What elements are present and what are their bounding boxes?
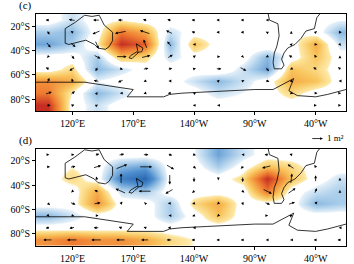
svg-text:(d): (d) [19, 134, 32, 147]
svg-text:60°S: 60°S [10, 69, 30, 80]
svg-text:40°W: 40°W [304, 118, 328, 129]
svg-text:(c): (c) [19, 0, 32, 12]
svg-text:120°E: 120°E [60, 253, 85, 264]
svg-text:40°S: 40°S [10, 45, 30, 56]
svg-text:20°S: 20°S [10, 155, 30, 166]
svg-text:60°S: 60°S [10, 204, 30, 215]
svg-text:40°S: 40°S [10, 180, 30, 191]
svg-text:40°W: 40°W [304, 253, 328, 264]
svg-text:80°S: 80°S [10, 94, 30, 105]
svg-text:170°E: 170°E [121, 118, 146, 129]
svg-text:140°W: 140°W [180, 253, 209, 264]
svg-text:1 m²: 1 m² [327, 133, 344, 143]
svg-text:80°S: 80°S [10, 228, 30, 239]
svg-text:90°W: 90°W [243, 118, 267, 129]
svg-text:120°E: 120°E [60, 118, 85, 129]
svg-text:140°W: 140°W [180, 118, 209, 129]
svg-text:90°W: 90°W [243, 253, 267, 264]
svg-text:20°S: 20°S [10, 21, 30, 32]
svg-text:170°E: 170°E [121, 253, 146, 264]
